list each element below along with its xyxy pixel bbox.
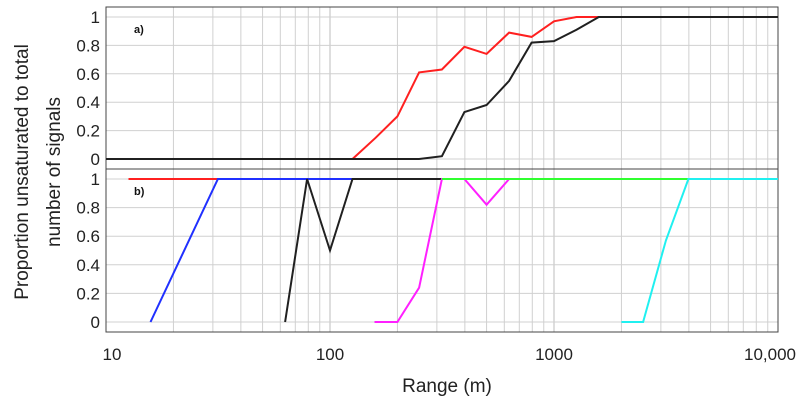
y-tick-label: 0.2 xyxy=(76,284,100,303)
x-tick-label: 10 xyxy=(103,345,122,364)
panel-label: a) xyxy=(134,24,144,36)
y-axis-title-line2: number of signals xyxy=(44,97,65,247)
y-tick-label: 0 xyxy=(91,150,100,169)
x-tick-label: 100 xyxy=(316,345,344,364)
panel-b: 0 0.2 0.4 0.6 0.8 1 b) xyxy=(76,168,779,333)
y-tick-label: 0.8 xyxy=(76,36,100,55)
y-tick-label: 0.6 xyxy=(76,65,100,84)
series-line xyxy=(284,178,442,323)
series-line xyxy=(149,178,353,323)
series-line xyxy=(106,16,778,160)
x-axis-title: Range (m) xyxy=(402,376,492,397)
y-axis-title-line1: Proportion unsaturated to total xyxy=(12,44,33,300)
y-tick-label: 0.6 xyxy=(76,227,100,246)
x-tick-label: 1000 xyxy=(535,345,573,364)
panel-frame xyxy=(105,168,779,333)
y-tick-label: 1 xyxy=(91,170,100,189)
y-tick-label: 1 xyxy=(91,8,100,27)
y-tick-label: 0 xyxy=(91,313,100,332)
series-line xyxy=(374,178,510,323)
x-axis-ticks: 10 100 1000 10,000 xyxy=(103,345,796,364)
panel-frame xyxy=(105,6,779,170)
y-tick-label: 0.8 xyxy=(76,199,100,218)
series-line xyxy=(351,16,778,160)
series-line xyxy=(621,178,778,323)
y-tick-label: 0.4 xyxy=(76,93,100,112)
y-tick-label: 0.4 xyxy=(76,256,100,275)
panel-a: 0 0.2 0.4 0.6 0.8 1 a) xyxy=(76,6,779,170)
x-tick-label: 10,000 xyxy=(744,345,796,364)
y-tick-label: 0.2 xyxy=(76,122,100,141)
panel-label: b) xyxy=(134,186,145,198)
